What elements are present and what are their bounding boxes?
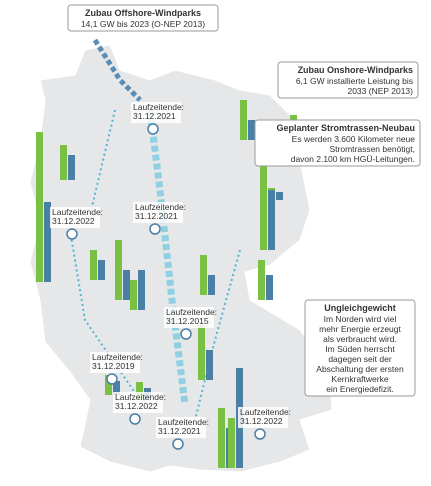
wind-bar-onshore (260, 160, 267, 250)
wind-bar-onshore (105, 375, 112, 395)
wind-bar-offshore (268, 190, 275, 250)
info-title: Geplanter Stromtrassen-Neubau (276, 123, 415, 133)
info-line: mehr Energie erzeugt (319, 324, 401, 334)
route (194, 249, 241, 421)
info-line: Abschaltung der ersten (316, 364, 404, 374)
info-box (254, 119, 421, 167)
plant-label: Laufzeitende: (92, 352, 143, 362)
plant-label-bg (156, 417, 206, 438)
info-box (67, 4, 219, 32)
plant-icon (172, 438, 184, 450)
wind-bar-offshore (68, 155, 75, 180)
wind-bar-onshore (136, 382, 143, 400)
info-line: 14,1 GW bis 2023 (O-NEP 2013) (81, 19, 205, 29)
plant-icon (254, 428, 266, 440)
plant-date: 31.12.2022 (115, 401, 158, 411)
wind-bar-onshore (218, 408, 225, 468)
wind-bar-onshore (200, 255, 207, 295)
info-line: Kernkraftwerke (331, 374, 388, 384)
info-line: Im Norden wird viel (324, 314, 397, 324)
plant-icon (106, 373, 118, 385)
wind-bar-offshore (206, 350, 213, 380)
plant-label: Laufzeitende: (158, 417, 209, 427)
wind-bar-offshore (266, 275, 273, 300)
wind-bar-offshore (208, 275, 215, 295)
plant-label-bg (164, 307, 214, 328)
routes (69, 38, 241, 421)
plant-label: Laufzeitende: (240, 407, 291, 417)
wind-bar-offshore (123, 270, 130, 300)
plant-label: Laufzeitende: (115, 392, 166, 402)
plant-icon (129, 413, 141, 425)
wind-bar-onshore (228, 418, 235, 468)
offshore-route (92, 38, 142, 102)
wind-bar-offshore (98, 260, 105, 280)
wind-bar-offshore (44, 202, 51, 282)
info-line: 2033 (NEP 2013) (347, 86, 413, 96)
info-box (277, 61, 419, 99)
wind-bar-onshore (130, 280, 137, 310)
plant-date: 31.12.2022 (240, 416, 283, 426)
wind-bar-offshore (138, 270, 145, 310)
route (69, 229, 141, 401)
hgue-route (146, 109, 189, 406)
plant-label-bg (90, 352, 140, 373)
plant-label-bg (113, 392, 163, 413)
plant-label-bg (133, 202, 183, 223)
info-line: dagegen seit der (328, 354, 391, 364)
wind-bar-offshore (248, 120, 255, 140)
info-line: ein Energiedefizit. (326, 384, 394, 394)
info-title: Ungleichgewicht (324, 303, 396, 313)
plant-label-bg (131, 102, 181, 123)
plant-date: 31.12.2021 (158, 426, 201, 436)
info-title: Zubau Offshore-Windparks (85, 8, 201, 18)
plant-label: Laufzeitende: (52, 207, 103, 217)
plant-icon (147, 123, 159, 135)
wind-bar-onshore (90, 250, 97, 280)
info-line: als verbraucht wird. (323, 334, 397, 344)
plant-date: 31.12.2015 (166, 316, 209, 326)
wind-bar-onshore (258, 260, 265, 300)
plant-icon (66, 228, 78, 240)
info-line: Stromtrassen benötigt, (329, 144, 415, 154)
info-box (304, 299, 416, 397)
wind-bar-onshore (36, 132, 43, 282)
plant-label-bg (238, 407, 288, 428)
plant-date: 31.12.2021 (135, 211, 178, 221)
wind-bar-onshore (198, 325, 205, 380)
wind-bar-onshore (240, 100, 247, 140)
plant-label: Laufzeitende: (133, 102, 184, 112)
plant-label: Laufzeitende: (166, 307, 217, 317)
info-line: Im Süden herrscht (325, 344, 395, 354)
plant-icon (180, 328, 192, 340)
wind-bar-offshore (113, 381, 120, 395)
plant-date: 31.12.2019 (92, 361, 135, 371)
info-line: 6,1 GW installierte Leistung bis (296, 76, 413, 86)
plant-label: Laufzeitende: (135, 202, 186, 212)
plant-date: 31.12.2022 (52, 216, 95, 226)
wind-bar-onshore (60, 145, 67, 180)
wind-bar-onshore (115, 240, 122, 300)
wind-bar-offshore (276, 192, 283, 200)
plant-label-bg (50, 207, 100, 228)
info-line: davon 2.100 km HGÜ-Leitungen. (291, 154, 415, 164)
info-title: Zubau Onshore-Windparks (298, 65, 413, 75)
plant-date: 31.12.2021 (133, 111, 176, 121)
plant-icon (149, 223, 161, 235)
info-line: Es werden 3.600 Kilometer neue (292, 134, 416, 144)
